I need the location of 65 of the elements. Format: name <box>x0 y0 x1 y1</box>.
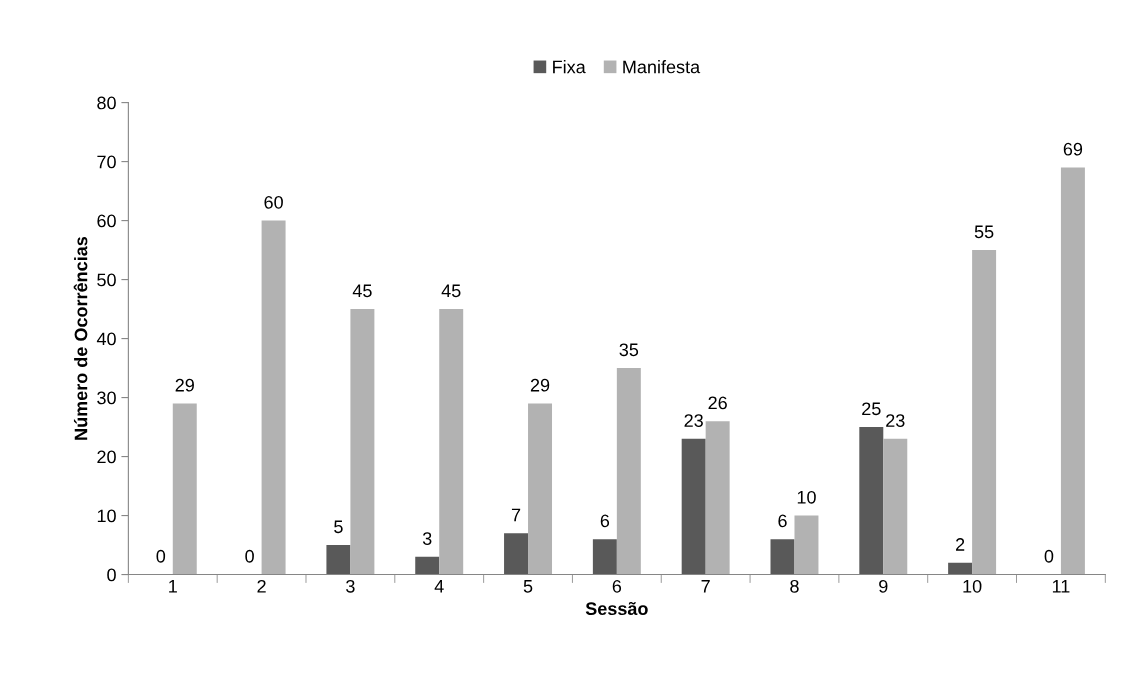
data-label: 10 <box>797 490 816 504</box>
bar <box>1060 167 1085 575</box>
y-tick-label: 50 <box>97 273 116 287</box>
data-label: 6 <box>600 514 610 528</box>
bar <box>705 421 730 575</box>
bar <box>504 533 529 575</box>
bar <box>681 438 706 575</box>
y-tick-label: 20 <box>97 450 116 464</box>
bar <box>415 556 440 575</box>
y-tick-label: 30 <box>97 391 116 405</box>
bar <box>439 309 464 575</box>
legend-label: Fixa <box>553 60 586 74</box>
x-tick-label: 2 <box>257 579 266 593</box>
bar <box>326 545 351 575</box>
y-tick-label: 60 <box>97 214 116 228</box>
data-label: 29 <box>175 378 194 392</box>
bar <box>794 515 819 575</box>
data-label: 7 <box>511 508 521 522</box>
data-label: 5 <box>334 520 343 534</box>
data-label: 0 <box>156 549 166 563</box>
data-label: 45 <box>441 284 461 298</box>
x-tick-label: 9 <box>879 579 888 593</box>
x-tick-label: 4 <box>434 580 444 593</box>
bar <box>616 368 641 575</box>
data-label: 23 <box>684 414 703 427</box>
data-label: 45 <box>352 284 372 298</box>
data-label: 2 <box>956 538 965 551</box>
data-label: 23 <box>886 414 905 427</box>
data-label: 69 <box>1063 142 1083 156</box>
data-label: 6 <box>778 514 787 528</box>
bar <box>261 220 286 575</box>
x-tick-label: 6 <box>612 579 622 593</box>
data-label: 29 <box>530 378 550 392</box>
data-label: 55 <box>974 225 994 239</box>
bar <box>350 309 375 575</box>
bar <box>948 562 973 575</box>
bar <box>859 427 884 575</box>
data-label: 0 <box>1044 549 1054 563</box>
data-label: 60 <box>264 195 283 209</box>
y-tick-label: 70 <box>97 155 116 169</box>
data-label: 3 <box>422 532 432 545</box>
x-tick-label: 8 <box>790 579 799 593</box>
x-axis-title: Sessão <box>585 601 648 616</box>
y-tick-label: 10 <box>97 509 116 523</box>
x-tick-label: 7 <box>701 580 710 593</box>
data-label: 26 <box>708 396 727 410</box>
data-label: 0 <box>245 549 254 563</box>
x-tick-label: 10 <box>963 579 982 593</box>
bar <box>883 438 908 575</box>
y-tick-label: 80 <box>97 96 116 110</box>
bar <box>592 539 617 575</box>
x-tick-label: 5 <box>523 580 533 593</box>
bar <box>172 403 197 575</box>
x-tick-label: 11 <box>1052 580 1070 593</box>
x-tick-label: 1 <box>169 580 177 593</box>
data-label: 35 <box>619 343 639 357</box>
data-label: 25 <box>862 402 881 416</box>
bar <box>972 250 997 575</box>
bar <box>770 539 795 575</box>
y-axis-title: Número de Ocorrências <box>73 236 88 440</box>
y-tick-label: 0 <box>107 568 116 582</box>
x-tick-label: 3 <box>346 579 355 593</box>
legend-label: Manifesta <box>623 60 701 74</box>
bar <box>528 403 553 575</box>
y-tick-label: 40 <box>96 332 116 346</box>
